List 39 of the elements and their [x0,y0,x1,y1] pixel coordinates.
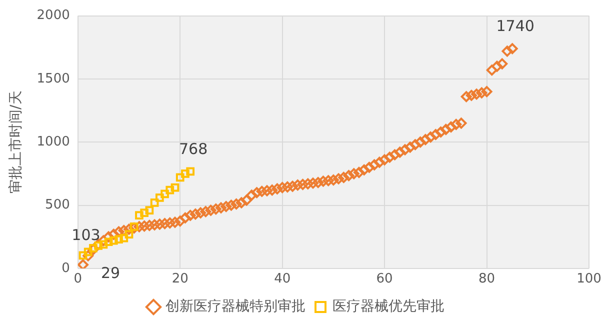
y-axis-title: 审批上市时间/天 [8,90,24,194]
annotation: 768 [179,140,208,158]
point [170,183,180,192]
point [181,169,190,178]
point [78,251,88,260]
y-tick-label: 2000 [36,8,70,24]
y-tick-label: 1500 [36,71,70,86]
point [99,240,108,249]
point [160,190,169,198]
annotation: 1740 [496,17,534,36]
point [145,206,154,214]
point [176,173,184,182]
point [84,248,92,256]
point [150,198,159,207]
x-tick-label: 20 [172,272,188,287]
y-tick-label: 1000 [36,134,70,150]
point [104,238,113,246]
point [155,193,164,202]
x-tick-label: 60 [376,272,393,287]
point [124,230,134,238]
annotation: 29 [100,264,120,282]
y-tick-label: 500 [45,198,70,213]
x-tick-label: 80 [478,272,496,287]
legend-label: 创新医疗器械特别审批 [166,298,306,315]
legend-label: 医疗器械优先审批 [332,298,444,315]
point [94,241,103,250]
point [109,236,118,245]
x-tick-label: 100 [576,272,602,287]
point [114,235,123,244]
point [166,186,174,194]
point [130,222,138,231]
point [135,211,144,220]
point [186,167,195,176]
point [120,234,128,242]
point [140,208,149,218]
x-tick-label: 40 [274,272,291,287]
y-tick-label: 0 [62,260,70,276]
annotation: 103 [72,226,100,244]
x-tick-label: 0 [74,272,82,287]
